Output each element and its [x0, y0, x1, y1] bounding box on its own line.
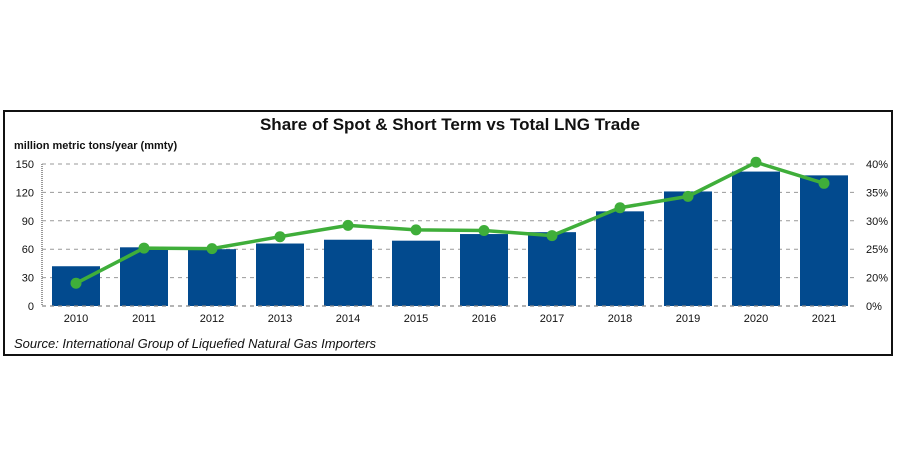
- x-tick-label: 2014: [336, 313, 360, 325]
- right-tick-label: 0%: [866, 301, 882, 313]
- x-tick-label: 2010: [64, 313, 88, 325]
- bar-2013: [256, 243, 304, 306]
- bar-2017: [528, 232, 576, 306]
- right-tick-label: 20%: [866, 273, 888, 285]
- bar-2020: [732, 171, 780, 306]
- y-axis-label: million metric tons/year (mmty): [14, 140, 178, 152]
- share-line: [75, 160, 825, 285]
- bar-2014: [324, 239, 372, 306]
- left-tick-label: 30: [22, 273, 34, 285]
- share-point-2011: [138, 242, 150, 254]
- x-tick-label: 2019: [676, 313, 700, 325]
- share-point-2019: [682, 190, 694, 202]
- left-tick-label: 60: [22, 244, 34, 256]
- x-tick-label: 2013: [268, 313, 292, 325]
- right-tick-label: 40%: [866, 159, 888, 171]
- share-point-2012: [206, 243, 218, 255]
- bar-2012: [188, 249, 236, 306]
- x-tick-label: 2015: [404, 313, 428, 325]
- share-point-2010: [70, 277, 82, 289]
- bar-2016: [460, 234, 508, 306]
- bar-2018: [596, 211, 644, 306]
- left-tick-label: 150: [16, 159, 34, 171]
- share-point-2013: [274, 231, 286, 243]
- share-point-2017: [546, 230, 558, 242]
- chart-frame: [3, 110, 893, 356]
- right-tick-label: 25%: [866, 244, 888, 256]
- x-tick-label: 2020: [744, 313, 768, 325]
- share-point-2021: [818, 177, 830, 189]
- left-tick-label: 90: [22, 216, 34, 228]
- right-tick-label: 35%: [866, 187, 888, 199]
- bar-2021: [800, 175, 848, 306]
- chart-title: Share of Spot & Short Term vs Total LNG …: [259, 115, 641, 134]
- share-point-2020: [750, 156, 762, 168]
- x-tick-label: 2018: [608, 313, 632, 325]
- right-tick-label: 30%: [866, 216, 888, 228]
- share-point-2015: [410, 224, 422, 236]
- source-note: Source: International Group of Liquefied…: [14, 336, 377, 351]
- share-point-2014: [342, 219, 354, 231]
- left-tick-label: 0: [28, 301, 34, 313]
- x-tick-label: 2021: [812, 313, 836, 325]
- share-point-2016: [478, 224, 490, 236]
- x-tick-label: 2011: [132, 313, 156, 325]
- x-tick-label: 2016: [472, 313, 496, 325]
- left-tick-label: 120: [16, 187, 34, 199]
- share-point-2018: [614, 202, 626, 214]
- x-tick-label: 2012: [200, 313, 224, 325]
- bar-2015: [392, 240, 440, 306]
- bar-2019: [664, 191, 712, 306]
- x-tick-label: 2017: [540, 313, 564, 325]
